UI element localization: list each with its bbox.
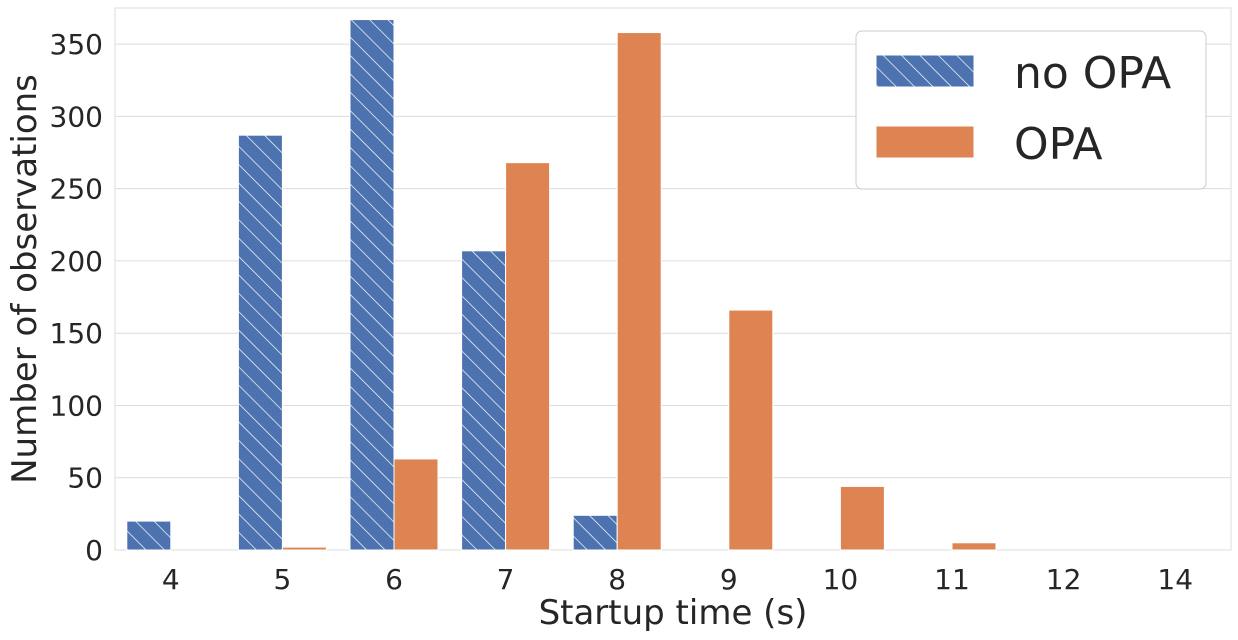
y-tick-label: 150	[50, 317, 103, 350]
legend-swatch-no-opa	[875, 54, 975, 88]
x-tick-labels: 4 5 6 7 8 9 10 11 12 14	[162, 563, 1193, 596]
x-tick-label: 10	[823, 563, 859, 596]
bar-opa-5	[281, 546, 327, 551]
y-tick-label: 250	[50, 173, 103, 206]
x-tick-label: 6	[385, 563, 403, 596]
legend-label-no-opa: no OPA	[1014, 48, 1171, 99]
bar-opa-6	[393, 458, 439, 551]
legend-swatch-opa	[875, 125, 975, 159]
y-tick-label: 200	[50, 245, 103, 278]
x-tick-label: 14	[1157, 563, 1193, 596]
x-axis-label: Startup time (s)	[539, 593, 808, 633]
x-tick-label: 7	[497, 563, 515, 596]
x-tick-label: 5	[273, 563, 291, 596]
bar-opa-10	[839, 485, 885, 551]
bars	[126, 19, 997, 551]
bar-opa-8	[616, 32, 662, 551]
bar-no-opa-7	[461, 250, 507, 551]
y-axis-label: Number of observations	[5, 74, 45, 484]
bar-opa-9	[728, 309, 774, 551]
y-tick-label: 50	[67, 462, 103, 495]
bar-no-opa-4	[126, 520, 172, 551]
y-tick-label: 350	[50, 28, 103, 61]
bar-no-opa-8	[572, 514, 618, 551]
y-tick-labels: 0 50 100 150 200 250 300 350	[50, 28, 103, 567]
bar-opa-11	[951, 542, 997, 551]
bar-no-opa-5	[237, 134, 283, 551]
x-tick-label: 12	[1046, 563, 1082, 596]
y-tick-label: 100	[50, 389, 103, 422]
x-tick-label: 8	[608, 563, 626, 596]
y-tick-label: 0	[85, 534, 103, 567]
legend-label-opa: OPA	[1014, 119, 1102, 170]
y-tick-label: 300	[50, 100, 103, 133]
bar-no-opa-6	[349, 19, 395, 551]
x-tick-label: 4	[162, 563, 180, 596]
x-tick-label: 9	[720, 563, 738, 596]
x-tick-label: 11	[934, 563, 970, 596]
bar-opa-7	[505, 162, 551, 551]
legend: no OPA OPA	[855, 30, 1207, 190]
